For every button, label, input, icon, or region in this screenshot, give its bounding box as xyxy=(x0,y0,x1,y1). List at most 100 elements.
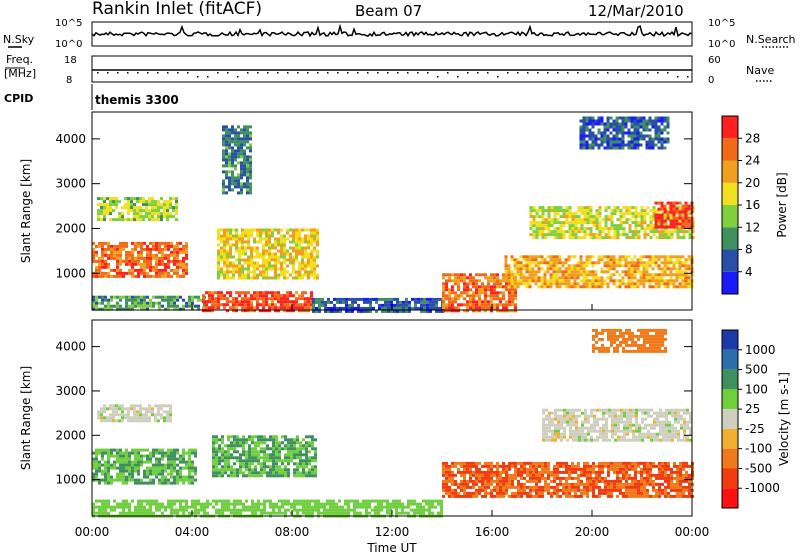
heatmap-cell xyxy=(484,462,487,465)
heatmap-cell xyxy=(247,247,250,250)
heatmap-cell xyxy=(605,209,608,212)
heatmap-cell xyxy=(523,489,526,492)
heatmap-cell xyxy=(107,464,110,467)
heatmap-cell xyxy=(146,449,149,452)
heatmap-cell xyxy=(107,449,110,452)
heatmap-cell xyxy=(593,215,596,218)
heatmap-cell xyxy=(682,264,685,267)
heatmap-cell xyxy=(616,123,619,126)
heatmap-cell xyxy=(238,235,241,238)
heatmap-cell xyxy=(223,253,226,256)
heatmap-cell xyxy=(188,506,191,509)
heatmap-cell xyxy=(605,233,608,236)
heatmap-cell xyxy=(292,229,295,232)
heatmap-cell xyxy=(478,279,481,282)
heatmap-cell xyxy=(149,248,152,251)
heatmap-cell xyxy=(173,245,176,248)
heatmap-cell xyxy=(259,238,262,241)
heatmap-cell xyxy=(152,242,155,245)
heatmap-cell xyxy=(313,271,316,274)
heatmap-cell xyxy=(661,220,664,223)
heatmap-cell xyxy=(296,441,299,444)
heatmap-cell xyxy=(232,277,235,280)
heatmap-cell xyxy=(127,416,130,419)
heatmap-cell xyxy=(263,506,266,509)
heatmap-cell xyxy=(293,509,296,512)
heatmap-cell xyxy=(234,158,237,161)
heatmap-cell xyxy=(347,509,350,512)
heatmap-cell xyxy=(274,259,277,262)
heatmap-cell xyxy=(673,223,676,226)
heatmap-cell xyxy=(100,197,103,200)
heatmap-cell xyxy=(408,307,411,310)
heatmap-cell xyxy=(245,456,248,459)
heatmap-cell xyxy=(548,215,551,218)
heatmap-cell xyxy=(664,120,667,123)
heatmap-cell xyxy=(287,509,290,512)
heatmap-cell xyxy=(445,279,448,282)
heatmap-cell xyxy=(236,474,239,477)
heatmap-cell xyxy=(304,256,307,259)
heatmap-cell xyxy=(158,275,161,278)
heatmap-cell xyxy=(604,147,607,150)
heatmap-cell xyxy=(685,285,688,288)
heatmap-cell xyxy=(223,303,226,306)
heatmap-cell xyxy=(232,229,235,232)
heatmap-cell xyxy=(502,462,505,465)
heatmap-cell xyxy=(238,303,241,306)
heatmap-cell xyxy=(445,306,448,309)
heatmap-cell xyxy=(239,509,242,512)
heatmap-cell xyxy=(167,479,170,482)
heatmap-cell xyxy=(222,149,225,152)
heatmap-cell xyxy=(136,419,139,422)
heatmap-cell xyxy=(556,264,559,267)
heatmap-cell xyxy=(664,282,667,285)
heatmap-cell xyxy=(272,465,275,468)
heatmap-cell xyxy=(128,269,131,272)
heatmap-cell xyxy=(214,303,217,306)
heatmap-cell xyxy=(670,211,673,214)
heatmap-cell xyxy=(454,306,457,309)
heatmap-cell xyxy=(538,276,541,279)
heatmap-cell xyxy=(310,262,313,265)
heatmap-cell xyxy=(131,263,134,266)
heatmap-cell xyxy=(469,306,472,309)
heatmap-cell xyxy=(222,125,225,128)
heatmap-cell xyxy=(254,474,257,477)
heatmap-cell xyxy=(619,141,622,144)
heatmap-cell xyxy=(445,297,448,300)
heatmap-cell xyxy=(685,211,688,214)
heatmap-cell xyxy=(122,482,125,485)
heatmap-cell xyxy=(295,256,298,259)
heatmap-cell xyxy=(616,285,619,288)
heatmap-cell xyxy=(553,279,556,282)
heatmap-cell xyxy=(109,413,112,416)
heatmap-cell xyxy=(240,155,243,158)
heatmap-cell xyxy=(272,506,275,509)
heatmap-cell xyxy=(296,438,299,441)
heatmap-cell xyxy=(225,161,228,164)
heatmap-cell xyxy=(236,456,239,459)
heatmap-cell xyxy=(281,468,284,471)
heatmap-cell xyxy=(610,123,613,126)
heatmap-cell xyxy=(119,464,122,467)
heatmap-cell xyxy=(661,255,664,258)
heatmap-cell xyxy=(432,298,435,301)
heatmap-cell xyxy=(290,444,293,447)
heatmap-cell xyxy=(217,303,220,306)
heatmap-cell xyxy=(392,506,395,509)
heatmap-cell xyxy=(369,304,372,307)
heatmap-cell xyxy=(316,229,319,232)
heatmap-cell xyxy=(143,500,146,503)
heatmap-cell xyxy=(124,206,127,209)
heatmap-cell xyxy=(292,268,295,271)
heatmap-cell xyxy=(230,447,233,450)
heatmap-cell xyxy=(238,268,241,271)
heatmap-cell xyxy=(226,291,229,294)
heatmap-cell xyxy=(148,209,151,212)
heatmap-cell xyxy=(173,467,176,470)
heatmap-cell xyxy=(313,229,316,232)
heatmap-cell xyxy=(104,251,107,254)
heatmap-cell xyxy=(158,296,161,299)
heatmap-cell xyxy=(185,263,188,266)
